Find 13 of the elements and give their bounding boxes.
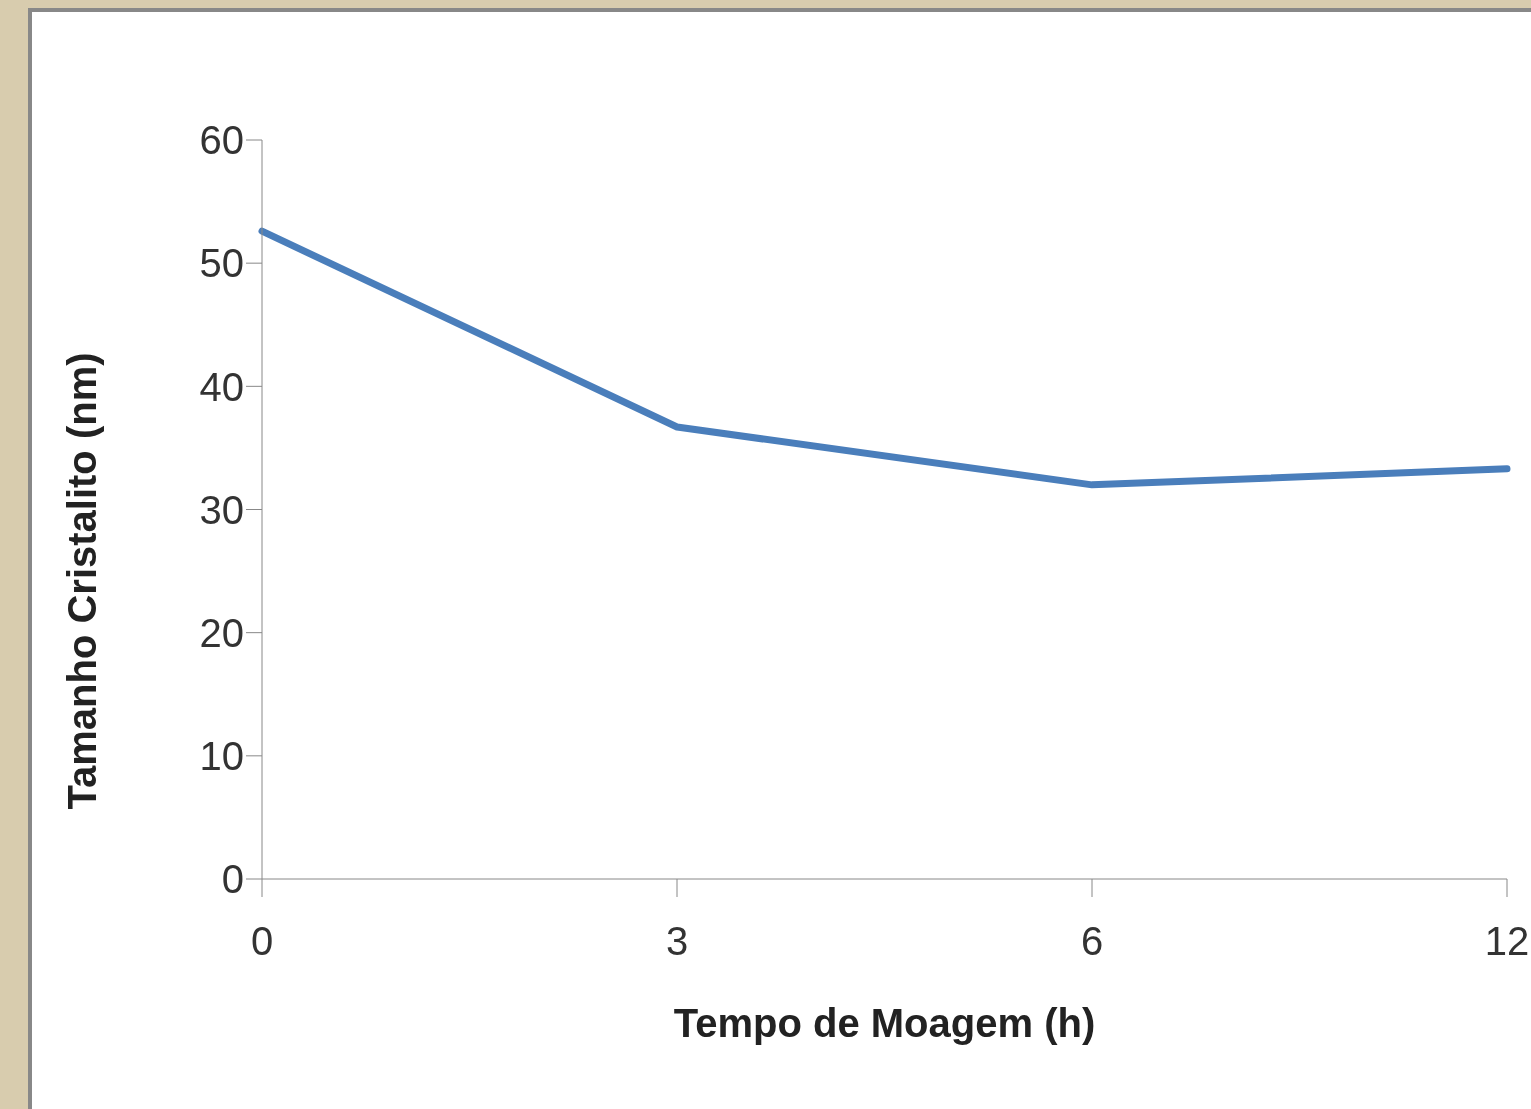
x-axis-title: Tempo de Moagem (h) xyxy=(673,1001,1096,1046)
y-axis-title: Tamanho Cristalito (nm) xyxy=(60,352,105,810)
y-tick-label: 20 xyxy=(199,610,244,655)
x-tick-label: 12 xyxy=(1484,919,1530,964)
y-tick-label: 60 xyxy=(199,118,244,163)
y-tick-label: 0 xyxy=(221,857,244,902)
y-tick-label: 50 xyxy=(199,241,244,286)
y-tick-label: 40 xyxy=(199,364,244,409)
x-tick-label: 0 xyxy=(250,919,274,964)
x-tick-label: 3 xyxy=(665,919,689,964)
y-tick-label: 30 xyxy=(199,487,244,532)
y-tick-label: 10 xyxy=(199,734,244,779)
x-tick-label: 6 xyxy=(1080,919,1104,964)
